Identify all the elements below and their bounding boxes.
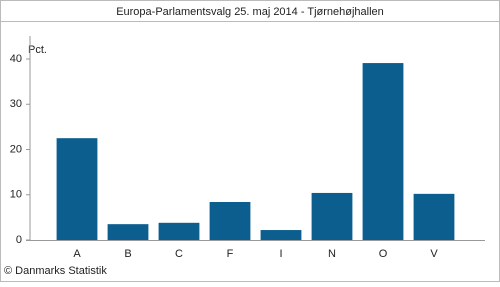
bar: [311, 192, 353, 240]
chart-title: Europa-Parlamentsvalg 25. maj 2014 - Tjø…: [116, 6, 384, 18]
bar: [260, 230, 302, 240]
x-tick-label: V: [430, 248, 438, 260]
y-axis-label: Pct.: [28, 44, 47, 56]
x-tick-label: I: [279, 248, 282, 260]
x-tick-label: B: [124, 248, 131, 260]
bar: [413, 193, 455, 240]
x-tick-label: N: [328, 248, 336, 260]
bar: [107, 224, 149, 240]
y-tick-label: 30: [10, 98, 22, 110]
bar: [56, 138, 98, 240]
bar: [362, 63, 404, 241]
x-tick-label: F: [227, 248, 234, 260]
y-tick-label: 0: [16, 234, 22, 246]
bar: [209, 201, 251, 240]
y-tick-label: 10: [10, 189, 22, 201]
y-tick-label: 20: [10, 143, 22, 155]
x-tick-label: A: [73, 248, 81, 260]
x-tick-label: O: [379, 248, 388, 260]
y-tick-label: 40: [10, 53, 22, 65]
bar: [158, 222, 200, 240]
source: © Danmarks Statistik: [4, 265, 107, 277]
x-tick-label: C: [175, 248, 183, 260]
